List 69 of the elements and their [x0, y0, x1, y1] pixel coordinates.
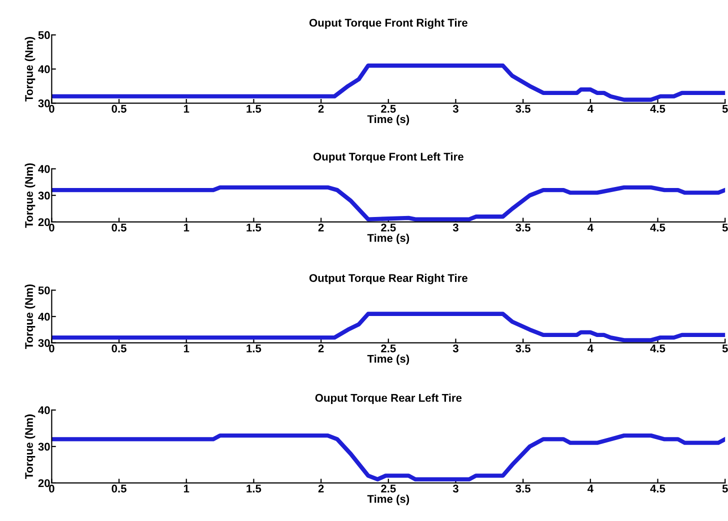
x-tick-label: 1 — [184, 484, 190, 492]
y-tick-label: 20 — [38, 479, 50, 488]
x-tick-label: 1.5 — [246, 344, 262, 352]
x-tick-label: 2.5 — [381, 344, 396, 352]
x-tick-label: 1 — [184, 224, 190, 232]
line-series — [52, 433, 726, 482]
x-tick-label: 2.5 — [381, 224, 396, 232]
y-tick-label: 30 — [38, 442, 50, 451]
x-tick-label: 1 — [184, 344, 190, 352]
x-tick-label: 1.5 — [246, 224, 262, 232]
x-tick-label: 5 — [722, 344, 728, 352]
x-tick-label: 5 — [722, 484, 728, 493]
x-tick-label: 5 — [722, 224, 728, 232]
x-tick-label: 0 — [49, 484, 54, 493]
x-tick-label: 3 — [452, 224, 458, 232]
x-tick-label: 4.5 — [650, 344, 666, 352]
y-axis-title: Torque (Nm) — [24, 284, 36, 349]
x-axis-title: Time (s) — [367, 234, 410, 244]
x-tick-label: 3.5 — [516, 104, 530, 113]
x-tick-label: 5 — [722, 104, 728, 113]
x-tick-label: 0 — [49, 104, 54, 113]
x-tick-label: 2 — [318, 224, 324, 232]
y-tick-label: 40 — [38, 65, 50, 74]
chart-title: Output Torque Rear Right Tire — [309, 274, 468, 284]
y-axis-title: Torque (Nm) — [24, 414, 36, 479]
x-tick-label: 0.5 — [112, 224, 126, 232]
y-tick-label: 40 — [38, 406, 50, 414]
x-tick-label: 3 — [452, 484, 458, 493]
x-tick-label: 4.5 — [650, 484, 666, 493]
x-tick-label: 4 — [587, 484, 594, 492]
x-tick-label: 4 — [587, 104, 594, 113]
x-tick-label: 3.5 — [516, 224, 530, 232]
y-tick-label: 30 — [38, 339, 50, 347]
y-tick-label: 40 — [38, 312, 50, 321]
y-tick-label: 30 — [38, 192, 50, 200]
x-tick-label: 2 — [318, 104, 324, 113]
x-axis-title: Time (s) — [367, 354, 410, 365]
y-axis-title: Torque (Nm) — [24, 163, 36, 228]
x-tick-label: 4.5 — [650, 104, 666, 113]
chart-title: Ouput Torque Rear Left Tire — [315, 394, 462, 404]
x-tick-label: 0.5 — [112, 104, 126, 113]
x-tick-label: 0.5 — [112, 484, 126, 493]
y-tick-label: 40 — [38, 165, 50, 173]
y-tick-label: 50 — [38, 31, 50, 40]
x-tick-label: 4.5 — [650, 224, 666, 232]
y-tick-label: 30 — [38, 99, 50, 108]
x-tick-label: 0 — [49, 344, 54, 352]
x-tick-label: 1.5 — [246, 484, 262, 493]
chart-title: Ouput Torque Front Right Tire — [309, 18, 468, 29]
x-tick-label: 3 — [452, 104, 458, 113]
x-tick-label: 2 — [318, 344, 324, 352]
x-axis-title: Time (s) — [367, 114, 410, 126]
x-axis-title: Time (s) — [367, 494, 410, 506]
y-tick-label: 20 — [38, 218, 50, 226]
chart-title: Ouput Torque Front Left Tire — [313, 152, 464, 163]
x-tick-label: 3.5 — [516, 344, 530, 352]
x-tick-label: 2.5 — [381, 104, 396, 113]
x-tick-label: 2.5 — [381, 484, 396, 493]
x-tick-label: 0 — [49, 224, 54, 232]
y-tick-label: 50 — [38, 286, 50, 294]
y-axis-title: Torque (Nm) — [24, 36, 36, 102]
x-tick-label: 3.5 — [516, 484, 530, 493]
x-tick-label: 4 — [587, 344, 594, 352]
x-tick-label: 0.5 — [112, 344, 126, 352]
x-tick-label: 4 — [587, 224, 594, 232]
x-tick-label: 3 — [452, 344, 458, 352]
x-tick-label: 1 — [184, 104, 190, 113]
x-tick-label: 2 — [318, 484, 324, 492]
x-tick-label: 1.5 — [246, 104, 262, 113]
